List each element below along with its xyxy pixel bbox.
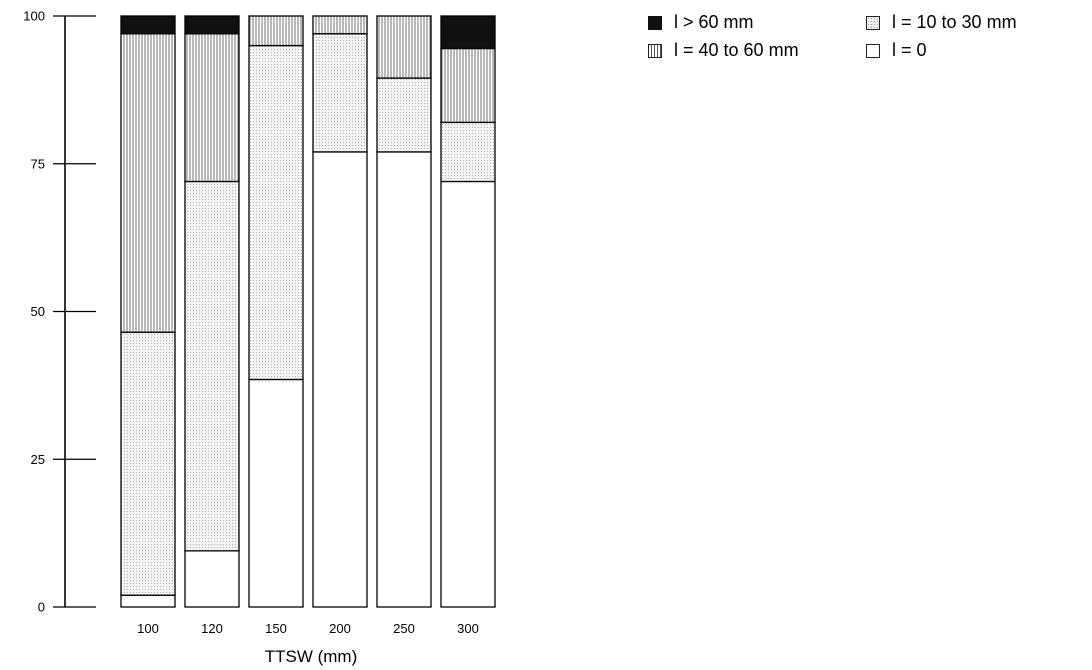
legend-item-40-60: l = 40 to 60 mm — [648, 40, 799, 61]
bar-segment-vstripe — [312, 15, 368, 35]
bar-segment-empty — [248, 378, 304, 608]
bar-segment-vstripe — [120, 33, 176, 333]
y-tick-label: 0 — [38, 600, 45, 615]
x-tick-label: 300 — [457, 621, 479, 636]
x-tick-label: 200 — [329, 621, 351, 636]
bar-segment-empty — [376, 151, 432, 608]
legend-swatch-dots — [866, 15, 880, 30]
bar-segment-empty — [312, 151, 368, 608]
bar-segment-empty — [120, 594, 176, 608]
bar-segment-dots — [120, 331, 176, 596]
bar-segment-solid — [120, 15, 176, 35]
y-tick-label: 25 — [31, 452, 45, 467]
x-tick-label: 250 — [393, 621, 415, 636]
bar-segment-empty — [184, 550, 240, 608]
bar-segment-vstripe — [184, 33, 240, 183]
legend-item-zero: l = 0 — [866, 40, 927, 61]
bar-segment-dots — [184, 180, 240, 552]
legend-swatch-vstripe — [648, 43, 662, 58]
bar-segment-solid — [184, 15, 240, 35]
x-axis-title: TTSW (mm) — [265, 647, 358, 666]
y-axis: 0 25 50 75 100 — [23, 9, 96, 615]
legend-label-10-30: l = 10 to 30 mm — [892, 12, 1017, 32]
bars — [120, 15, 496, 608]
bar-segment-vstripe — [440, 47, 496, 124]
y-tick-label: 50 — [31, 304, 45, 319]
x-tick-label: 120 — [201, 621, 223, 636]
bar-segment-vstripe — [376, 15, 432, 79]
x-tick-labels: 100 120 150 200 250 300 — [137, 621, 479, 636]
bar-segment-empty — [440, 180, 496, 608]
bar-segment-dots — [312, 33, 368, 153]
y-tick-label: 75 — [31, 156, 45, 171]
legend-swatch-empty — [866, 43, 880, 58]
legend-label-40-60: l = 40 to 60 mm — [674, 40, 799, 60]
bar-segment-dots — [248, 44, 304, 381]
legend-item-gt60: l > 60 mm — [648, 12, 754, 33]
x-tick-label: 150 — [265, 621, 287, 636]
legend-item-10-30: l = 10 to 30 mm — [866, 12, 1017, 33]
legend-label-gt60: l > 60 mm — [674, 12, 754, 32]
bar-segment-dots — [376, 77, 432, 153]
bar-segment-dots — [440, 121, 496, 183]
bar-segment-vstripe — [248, 15, 304, 47]
bar-segment-solid — [440, 15, 496, 50]
x-tick-label: 100 — [137, 621, 159, 636]
legend-swatch-solid — [648, 15, 662, 30]
legend-label-zero: l = 0 — [892, 40, 927, 60]
y-tick-label: 100 — [23, 9, 45, 24]
